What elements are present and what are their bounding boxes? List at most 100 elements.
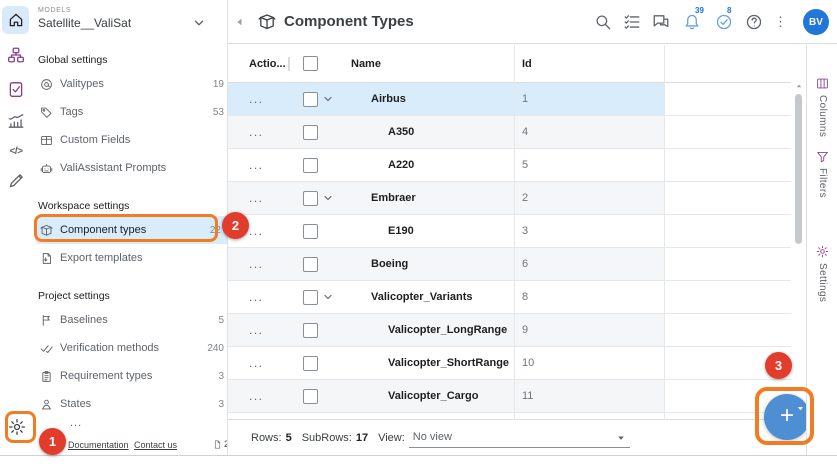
row-checkbox[interactable] xyxy=(303,355,318,371)
checklist-button[interactable] xyxy=(623,13,641,31)
tableic-icon xyxy=(40,134,53,147)
table-row-airbus[interactable]: ... Airbus 1 xyxy=(228,83,791,116)
sidebar-item-component-types[interactable]: Component types 22 xyxy=(35,216,232,244)
funnel-icon xyxy=(816,150,829,163)
row-checkbox[interactable] xyxy=(303,322,318,338)
chevron-down-icon[interactable] xyxy=(192,16,206,30)
column-header-name[interactable]: Name xyxy=(351,57,381,70)
sidebar-item-custom-fields[interactable]: Custom Fields xyxy=(30,126,240,154)
table-row-e190[interactable]: ... E190 3 xyxy=(228,215,791,248)
select-all-checkbox[interactable] xyxy=(303,56,318,71)
search-button[interactable] xyxy=(594,13,612,31)
collapse-panel-icon[interactable] xyxy=(234,16,246,28)
row-actions-button[interactable]: ... xyxy=(249,323,264,337)
table-row-embraer[interactable]: ... Embraer 2 xyxy=(228,182,791,215)
page-title: Component Types xyxy=(284,13,414,30)
column-header-actions[interactable]: Actio... xyxy=(249,57,286,70)
contact-us-link[interactable]: Contact us xyxy=(134,440,178,450)
sidebar-item-count: 5 xyxy=(218,314,224,326)
row-id: 8 xyxy=(522,291,529,303)
rail-tab-settings[interactable]: Settings xyxy=(807,245,837,302)
row-actions-button[interactable]: ... xyxy=(249,290,264,304)
row-actions-button[interactable]: ... xyxy=(249,191,264,205)
row-actions-button[interactable]: ... xyxy=(249,356,264,370)
expand-chevron-icon[interactable] xyxy=(322,192,334,204)
left-icon-rail: </> xyxy=(0,0,30,455)
sidebar-item-export-templates[interactable]: Export templates xyxy=(30,244,240,272)
row-actions-button[interactable]: ... xyxy=(249,92,264,106)
row-checkbox[interactable] xyxy=(303,190,318,206)
row-checkbox[interactable] xyxy=(303,289,318,305)
comments-button[interactable] xyxy=(652,13,670,31)
row-checkbox[interactable] xyxy=(303,91,318,107)
expand-chevron-icon[interactable] xyxy=(322,93,334,105)
table-scroll-up-arrow[interactable] xyxy=(794,82,804,90)
tasks-nav-button[interactable] xyxy=(3,76,29,102)
column-header-id[interactable]: Id xyxy=(522,57,532,70)
row-actions-button[interactable]: ... xyxy=(249,224,264,238)
sidebar-item-tags[interactable]: Tags 53 xyxy=(30,98,240,126)
rail-tab-filters[interactable]: Filters xyxy=(807,150,837,198)
row-checkbox[interactable] xyxy=(303,124,318,140)
home-nav-button[interactable] xyxy=(2,6,29,34)
row-actions-button[interactable]: ... xyxy=(249,125,264,139)
scripting-nav-button[interactable]: </> xyxy=(3,138,29,164)
sidebar: MODELS Satellite__ValiSat Global setting… xyxy=(30,0,252,455)
model-selector[interactable]: MODELS Satellite__ValiSat xyxy=(38,7,220,39)
notifications-button[interactable]: 39 xyxy=(683,6,704,31)
row-name: Valicopter_Variants xyxy=(371,291,473,303)
rail-tab-columns[interactable]: Columns xyxy=(807,77,837,137)
sidebar-item-verification-methods[interactable]: Verification methods 240 xyxy=(30,334,240,362)
row-checkbox[interactable] xyxy=(303,223,318,239)
sidebar-item-valitypes[interactable]: Valitypes 19 xyxy=(30,70,240,98)
nav-heading-project-settings: Project settings xyxy=(38,290,110,302)
row-actions-button[interactable]: ... xyxy=(249,158,264,172)
row-name: A220 xyxy=(388,159,415,171)
view-select[interactable]: No view xyxy=(408,428,630,448)
notifications-badge: 39 xyxy=(695,6,704,15)
table-row-valicopter-shortrange[interactable]: ... Valicopter_ShortRange 10 xyxy=(228,347,791,380)
row-checkbox[interactable] xyxy=(303,256,318,272)
avatar[interactable]: BV xyxy=(803,9,829,35)
row-actions-button[interactable]: ... xyxy=(249,389,264,403)
models-nav-button[interactable] xyxy=(3,42,29,68)
row-name: Valicopter_LongRange xyxy=(388,324,508,336)
table-row-boeing[interactable]: ... Boeing 6 xyxy=(228,248,791,281)
model-selector-eyebrow: MODELS xyxy=(38,7,72,14)
sidebar-item-count: 3 xyxy=(218,398,224,410)
sidebar-footer: Documentation Contact us 2.5.41 xyxy=(30,437,257,455)
more-options-button[interactable]: ⋮ xyxy=(774,13,787,31)
settings-nav-button[interactable] xyxy=(4,414,30,440)
row-actions-button[interactable]: ... xyxy=(249,257,264,271)
sidebar-item-states[interactable]: States 3 xyxy=(30,390,240,418)
table-row-valicopter-cargo[interactable]: ... Valicopter_Cargo 11 xyxy=(228,380,791,413)
search-icon xyxy=(594,13,612,31)
sidebar-item-requirement-types[interactable]: Requirement types 3 xyxy=(30,362,240,390)
table-scrollbar-thumb[interactable] xyxy=(795,94,802,244)
row-checkbox[interactable] xyxy=(303,388,318,404)
sidebar-item-baselines[interactable]: Baselines 5 xyxy=(30,306,240,334)
pen-icon xyxy=(7,172,25,190)
documentation-link[interactable]: Documentation xyxy=(68,440,129,450)
exportic-icon xyxy=(40,252,53,265)
sidebar-item-valiassistant-prompts[interactable]: ValiAssistant Prompts xyxy=(30,154,240,182)
table-row-valicopter-variants[interactable]: ... Valicopter_Variants 8 xyxy=(228,281,791,314)
add-component-type-button[interactable]: + xyxy=(764,394,810,440)
model-selector-name: Satellite__ValiSat xyxy=(38,16,132,30)
table-row-a220[interactable]: ... A220 5 xyxy=(228,149,791,182)
test-nav-button[interactable] xyxy=(3,168,29,194)
row-checkbox[interactable] xyxy=(303,157,318,173)
tasks-done-button[interactable]: 8 xyxy=(715,6,733,31)
rail-tab-label: Filters xyxy=(817,168,828,199)
component-types-icon xyxy=(258,13,276,31)
expand-chevron-icon[interactable] xyxy=(322,291,334,303)
subrows-label: SubRows: xyxy=(301,431,352,444)
sidebar-overflow-item[interactable]: ... xyxy=(70,417,83,429)
table-row-valicopter-longrange[interactable]: ... Valicopter_LongRange 9 xyxy=(228,314,791,347)
help-button[interactable] xyxy=(745,13,763,31)
kebab-icon: ⋮ xyxy=(774,14,787,29)
column-divider[interactable] xyxy=(288,57,290,71)
table-row-a350[interactable]: ... A350 4 xyxy=(228,116,791,149)
document-icon xyxy=(213,440,222,449)
analytics-nav-button[interactable] xyxy=(3,108,29,134)
